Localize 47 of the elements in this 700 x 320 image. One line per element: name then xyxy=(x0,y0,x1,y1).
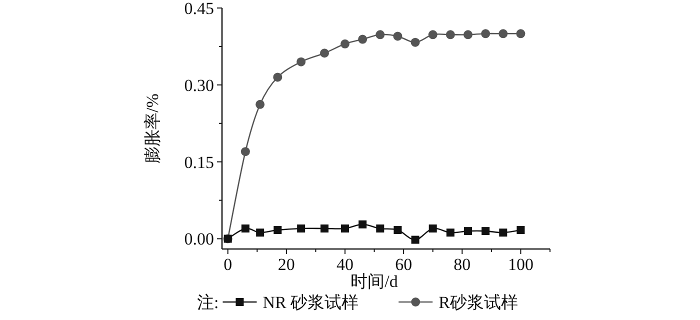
point xyxy=(446,228,454,237)
y-tick-label: 0.00 xyxy=(184,230,214,249)
point xyxy=(341,224,349,232)
y-tick-label: 0.30 xyxy=(184,76,214,95)
x-tick-label: 20 xyxy=(278,255,295,274)
point xyxy=(376,224,384,232)
point xyxy=(393,32,402,41)
y-tick-label: 0.15 xyxy=(184,152,214,172)
x-tick-label: 80 xyxy=(454,255,471,274)
point xyxy=(464,227,472,236)
y-axis-title: 膨胀率/% xyxy=(143,94,162,164)
point xyxy=(376,30,385,40)
point xyxy=(428,30,438,40)
point xyxy=(241,224,250,232)
point xyxy=(411,236,420,244)
point xyxy=(256,100,265,109)
legend-label: NR 砂浆试样 xyxy=(262,293,359,312)
point xyxy=(516,226,525,234)
point xyxy=(256,228,264,237)
x-tick-label: 100 xyxy=(508,255,534,274)
point xyxy=(358,220,367,228)
point xyxy=(410,38,420,47)
point xyxy=(498,29,508,38)
y-tick-label: 0.45 xyxy=(184,0,214,18)
point xyxy=(358,34,368,44)
x-tick-label: 0 xyxy=(224,255,232,274)
point xyxy=(296,57,306,66)
point xyxy=(428,224,437,232)
point xyxy=(481,29,490,38)
point xyxy=(516,29,526,38)
legend-title: 注: xyxy=(197,293,219,312)
point xyxy=(297,224,306,232)
point xyxy=(273,72,282,82)
point xyxy=(394,226,402,234)
point xyxy=(340,39,350,48)
x-tick-label: 60 xyxy=(395,255,412,274)
point xyxy=(320,224,328,232)
x-axis-title: 时间/d xyxy=(350,272,398,291)
x-tick-label: 40 xyxy=(336,255,354,274)
point xyxy=(499,228,508,237)
legend-label: R砂浆试样 xyxy=(438,293,518,312)
point xyxy=(482,227,490,236)
point xyxy=(446,30,455,40)
point xyxy=(320,48,329,58)
point xyxy=(274,226,282,234)
point xyxy=(240,147,250,156)
point xyxy=(464,30,472,40)
